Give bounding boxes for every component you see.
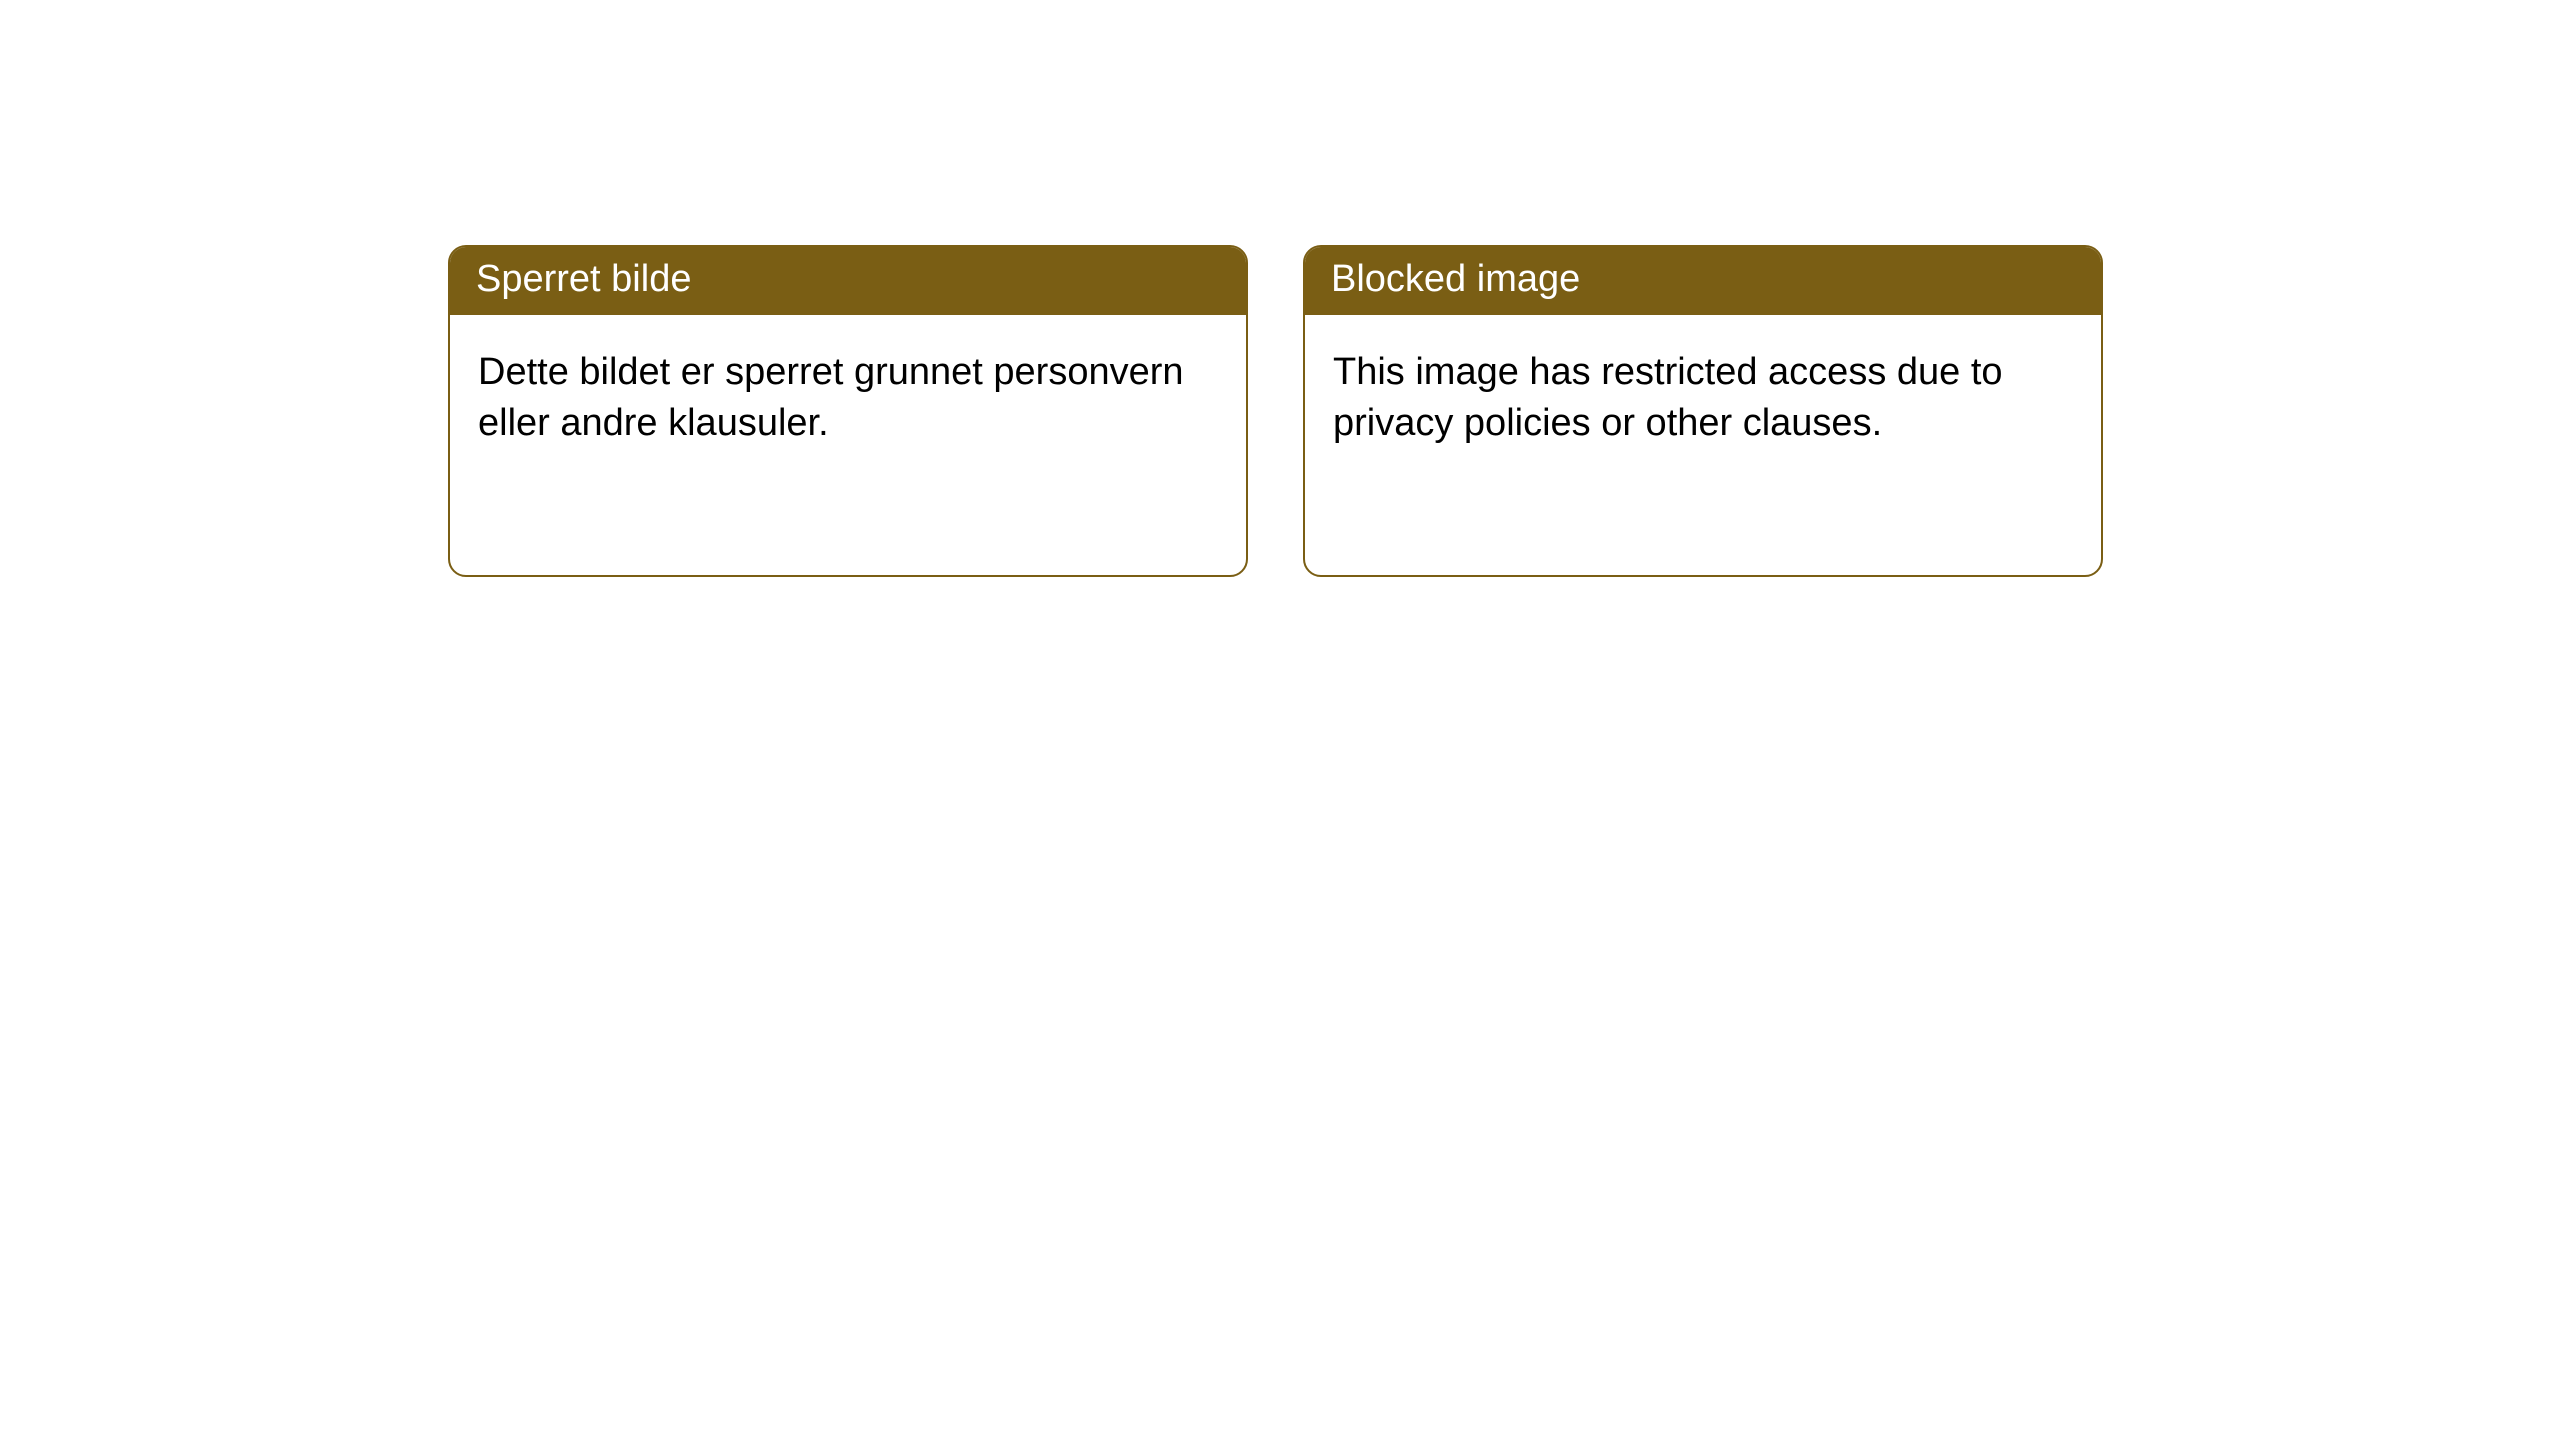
notice-text-no: Dette bildet er sperret grunnet personve… [478,351,1184,444]
notice-title-no: Sperret bilde [476,258,691,300]
notice-container: Sperret bilde Dette bildet er sperret gr… [0,0,2560,577]
notice-text-en: This image has restricted access due to … [1333,351,2003,444]
notice-body-en: This image has restricted access due to … [1305,315,2101,478]
notice-title-en: Blocked image [1331,258,1580,300]
notice-header-no: Sperret bilde [450,247,1246,315]
notice-card-en: Blocked image This image has restricted … [1303,245,2103,577]
notice-body-no: Dette bildet er sperret grunnet personve… [450,315,1246,478]
notice-header-en: Blocked image [1305,247,2101,315]
notice-card-no: Sperret bilde Dette bildet er sperret gr… [448,245,1248,577]
